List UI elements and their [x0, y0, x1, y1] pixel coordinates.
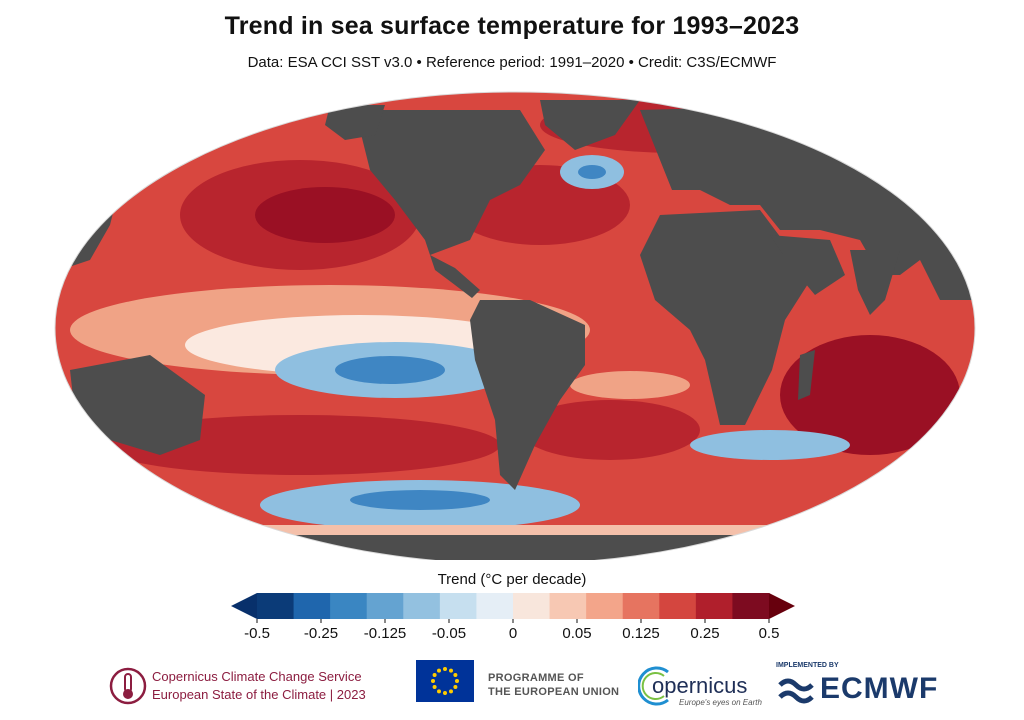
eu-star [453, 685, 458, 689]
colorbar-tick: 0 [508, 625, 518, 642]
eastern-pacific-cold [335, 356, 445, 384]
land-south-america [470, 300, 585, 490]
colorbar-tick: 0.25 [690, 625, 720, 642]
c3s-line2: European State of the Climate | 2023 [152, 687, 366, 702]
colorbar-bin [330, 593, 368, 619]
chart-subtitle: Data: ESA CCI SST v3.0 • Reference perio… [247, 54, 777, 71]
land-alaska [325, 105, 385, 140]
copernicus-name: opernicus [652, 673, 748, 698]
eu-star [443, 667, 447, 671]
eu-star [437, 689, 441, 694]
eu-flag-icon [416, 660, 474, 702]
southern-ocean-cold [350, 490, 490, 510]
eu-star [432, 673, 437, 677]
colorbar-label: Trend (°C per decade) [437, 571, 587, 588]
colorbar-bin [439, 593, 477, 619]
world-map [54, 91, 976, 560]
south-atlantic-warm [520, 400, 700, 460]
c3s-branding: Copernicus Climate Change Service Europe… [152, 668, 366, 704]
land-australia [70, 355, 205, 455]
ecmwf-name: ECMWF [820, 672, 939, 705]
eu-star [432, 685, 437, 689]
eu-star [437, 668, 441, 673]
eu-star [431, 679, 435, 683]
copernicus-tagline: Europe's eyes on Earth [679, 698, 762, 707]
chart-title: Trend in sea surface temperature for 199… [224, 12, 800, 40]
north-pacific-hotspot [255, 187, 395, 243]
land-greenland [540, 100, 640, 150]
land-antarctica [55, 535, 975, 560]
colorbar-tick: -0.05 [431, 625, 467, 642]
eu-programme-text: PROGRAMME OF THE EUROPEAN UNION [488, 671, 619, 699]
colorbar-bin [366, 593, 404, 619]
eu-line1: PROGRAMME OF [488, 672, 584, 684]
land-india [850, 250, 900, 315]
eu-star [449, 689, 453, 694]
land-arabia [770, 235, 845, 295]
colorbar-tick: 0.5 [758, 625, 780, 642]
colorbar-bin [403, 593, 441, 619]
eu-star [453, 673, 458, 677]
colorbar-tick: -0.25 [303, 625, 339, 642]
colorbar-bin [622, 593, 660, 619]
colorbar-bin [513, 593, 551, 619]
eu-star [449, 668, 453, 673]
ecmwf-logo-icon [778, 678, 814, 704]
colorbar-under-arrow [231, 593, 257, 619]
land-madagascar [798, 350, 815, 400]
eu-star [443, 691, 447, 695]
land-africa [640, 210, 820, 425]
colorbar-bin [695, 593, 733, 619]
c3s-logo-icon [109, 667, 147, 705]
north-atlantic-cold-core [578, 165, 606, 179]
land-central-america [430, 255, 480, 298]
c3s-line1: Copernicus Climate Change Service [152, 669, 362, 684]
copernicus-logo-icon [638, 666, 669, 706]
eu-line2: THE EUROPEAN UNION [488, 686, 620, 698]
colorbar-tick: 0.05 [562, 625, 592, 642]
colorbar-tick: -0.5 [244, 625, 270, 642]
colorbar-tick: -0.125 [363, 625, 407, 642]
colorbar-bin [476, 593, 514, 619]
indian-ocean-hot [780, 335, 960, 455]
map-outline [54, 91, 976, 560]
colorbar-bin [257, 593, 295, 619]
colorbar-bin [659, 593, 697, 619]
colorbar-bin [293, 593, 331, 619]
colorbar-bin [549, 593, 587, 619]
ecmwf-implemented-by: IMPLEMENTED BY [776, 662, 839, 669]
agulhas-cool [690, 430, 850, 460]
colorbar-bin [732, 593, 770, 619]
colorbar-over-arrow [769, 593, 795, 619]
colorbar-tick: 0.125 [622, 625, 660, 642]
eu-star [455, 679, 459, 683]
colorbar-bin [586, 593, 624, 619]
south-atlantic-mild [570, 371, 690, 399]
land-north-america [360, 110, 545, 255]
